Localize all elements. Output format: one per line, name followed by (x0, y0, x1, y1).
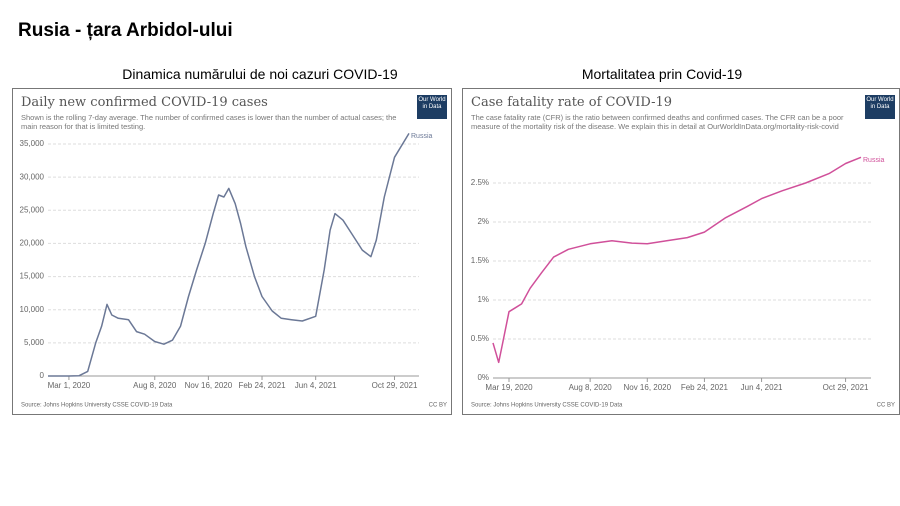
y-tick-label: 25,000 (20, 205, 45, 214)
x-tick-label: Feb 24, 2021 (681, 383, 729, 392)
source: Source: Johns Hopkins University CSSE CO… (471, 403, 623, 409)
y-tick-label: 0 (40, 371, 45, 380)
chart: 0 5,000 10,000 15,000 20,000 25,000 30,000 35,0… (20, 133, 447, 409)
x-tick-label: Jun 4, 2021 (741, 383, 783, 392)
x-tick-label: Nov 16, 2020 (185, 381, 233, 390)
source: Source: Johns Hopkins University CSSE CO… (21, 403, 173, 409)
y-tick-label: 20,000 (20, 239, 45, 248)
x-tick-label: Mar 19, 2020 (485, 383, 533, 392)
series-label: Russia (411, 133, 433, 140)
line (492, 156, 862, 364)
logo: Our World in Data (865, 95, 895, 119)
x-tick-label: Aug 8, 2020 (133, 381, 177, 390)
x-tick-label: Jun 4, 2021 (295, 381, 337, 390)
y-tick-label: 0% (477, 373, 489, 382)
logo: Our World in Data (417, 95, 447, 119)
chart-caption: Mortalitatea prin Covid-19 (581, 66, 743, 82)
series-label: Russia (863, 157, 885, 164)
chart-subtitle: Shown is the rolling 7-day average. The … (21, 113, 397, 131)
y-tick-label: 2.5% (471, 178, 489, 187)
chart-caption: Dinamica numărului de noi cazuri COVID-1… (122, 66, 398, 82)
x-tick-label: Oct 29, 2021 (372, 381, 418, 390)
chart-title: Daily new confirmed COVID-19 cases (21, 95, 268, 110)
chart-subtitle: The case fatality rate (CFR) is the rati… (471, 113, 844, 131)
x-tick-label: Mar 1, 2020 (48, 381, 91, 390)
chart-panel: Case fatality rate of COVID-19 The case … (462, 88, 900, 415)
chart-title: Case fatality rate of COVID-19 (471, 95, 673, 110)
y-tick-label: 0.5% (471, 334, 489, 343)
y-tick-label: 35,000 (20, 139, 45, 148)
x-tick-label: Aug 8, 2020 (569, 383, 613, 392)
chart: 0% 0.5% 1% 1.5% 2% 2.5% Mar 19, 2020 Aug 8, 202… (471, 156, 895, 409)
license: CC BY (877, 403, 895, 409)
y-tick-label: 10,000 (20, 305, 45, 314)
license: CC BY (429, 403, 447, 409)
y-tick-label: 1.5% (471, 256, 489, 265)
y-tick-label: 5,000 (24, 338, 45, 347)
chart-panel: Daily new confirmed COVID-19 cases Shown… (12, 88, 452, 415)
y-tick-label: 2% (477, 217, 489, 226)
x-tick-label: Nov 16, 2020 (623, 383, 671, 392)
x-tick-label: Feb 24, 2021 (238, 381, 286, 390)
y-tick-label: 1% (477, 295, 489, 304)
y-tick-label: 30,000 (20, 172, 45, 181)
y-tick-label: 15,000 (20, 272, 45, 281)
x-tick-label: Oct 29, 2021 (823, 383, 869, 392)
slide-title: Rusia - țara Arbidol-ului (18, 20, 233, 41)
line (48, 133, 410, 377)
